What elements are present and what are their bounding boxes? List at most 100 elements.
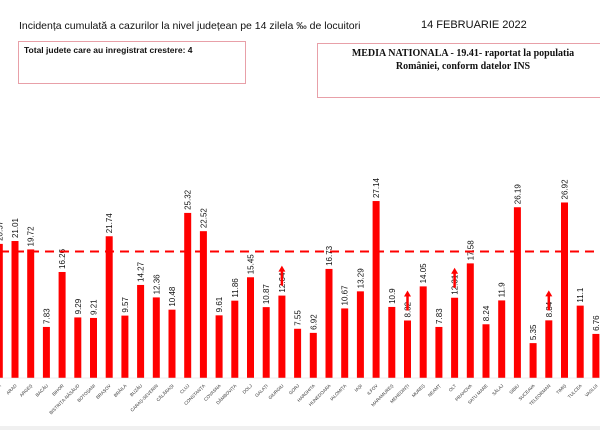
bar: [561, 202, 568, 378]
tick-label: TIMIȘ: [555, 383, 567, 395]
bar: [278, 295, 286, 378]
data-label: 5.35: [529, 324, 538, 340]
bar: [74, 317, 82, 378]
tick-label: BUZĂU: [128, 382, 143, 397]
bar: [294, 328, 302, 378]
increase-note: Total judete care au inregistrat crester…: [24, 45, 193, 55]
tick-label: TULCEA: [567, 383, 583, 399]
data-label: 10.9: [388, 288, 397, 304]
data-label: 9.57: [121, 296, 130, 312]
national-average-line2: României, conform datelor INS: [395, 61, 531, 72]
data-label: 21.74: [105, 213, 114, 234]
increase-arrow-head-icon: [404, 290, 411, 297]
bar: [309, 332, 317, 378]
data-label: 7.55: [294, 310, 303, 326]
data-label: 26.19: [513, 184, 522, 205]
bar: [137, 284, 145, 378]
data-label: 25.32: [184, 189, 193, 210]
data-label: 11.86: [231, 278, 240, 298]
increase-arrow-head-icon: [451, 267, 459, 274]
data-label: 8.24: [482, 305, 491, 321]
bar: [404, 320, 411, 378]
tick-label: DOLJ: [242, 383, 254, 395]
data-label: 21.01: [11, 217, 20, 238]
data-label: 9.21: [90, 299, 99, 315]
data-label: 19.72: [27, 226, 36, 247]
data-label: 16.26: [58, 248, 67, 269]
bar: [42, 326, 50, 378]
tick-label: GALAȚI: [254, 383, 269, 398]
data-label: 14.05: [419, 263, 428, 284]
data-label: 22.52: [199, 208, 208, 229]
bar: [513, 207, 521, 378]
tick-label: GORJ: [288, 383, 300, 395]
data-label: 10.48: [168, 286, 177, 307]
bar: [168, 309, 176, 378]
tick-label: BRAȘOV: [95, 383, 112, 400]
tick-label: NEAMȚ: [427, 383, 442, 398]
tick-label: BRĂILA: [112, 382, 128, 398]
data-label: 14.27: [137, 261, 146, 282]
data-label: 12.36: [152, 274, 161, 295]
bar: [592, 333, 600, 378]
tick-label: ILFOV: [366, 383, 379, 396]
bar: [215, 315, 223, 378]
data-label: 11.9: [498, 282, 507, 298]
bar: [529, 343, 537, 378]
bar: [545, 320, 553, 378]
data-label: 7.83: [435, 308, 444, 324]
bar: [121, 315, 129, 378]
tick-label: GIURGIU: [267, 383, 284, 400]
tick-label: CLUJ: [179, 383, 191, 395]
bar: [498, 300, 506, 378]
bar: [231, 300, 239, 378]
bar: [466, 263, 474, 378]
data-label: 10.87: [262, 284, 271, 305]
tick-label: ARAD: [5, 383, 18, 396]
data-label: 26.92: [561, 179, 570, 200]
data-label: 13.29: [356, 268, 365, 289]
bar: [372, 201, 380, 378]
tick-label: IALOMIȚA: [329, 383, 347, 401]
data-label: 11.1: [576, 287, 585, 303]
bar: [576, 305, 584, 378]
increase-note-box: Total judete care au inregistrat crester…: [18, 41, 246, 84]
tick-label: BACĂU: [34, 382, 49, 397]
tick-label: CARAȘ-SEVERIN: [129, 383, 159, 413]
data-label: 9.29: [74, 298, 83, 314]
bar: [325, 268, 333, 378]
national-average-line1: MEDIA NATIONALA - 19.41- raportat la pop…: [351, 48, 575, 59]
bar: [152, 297, 160, 378]
bar: [388, 306, 396, 378]
tick-label: IAȘI: [354, 383, 364, 393]
bar: [356, 291, 364, 378]
data-label: 27.14: [372, 177, 381, 198]
increase-arrow-head-icon: [545, 290, 553, 297]
report-date: 14 FEBRUARIE 2022: [421, 19, 527, 31]
data-label: 6.92: [309, 314, 318, 330]
bar: [482, 324, 490, 378]
national-average-box: MEDIA NATIONALA - 19.41- raportat la pop…: [317, 43, 600, 98]
bar: [419, 286, 427, 378]
increase-arrow-head-icon: [278, 265, 286, 272]
bar: [184, 212, 192, 378]
bar: [451, 297, 459, 378]
footer-strip: [0, 426, 600, 430]
tick-label: ALBA: [0, 383, 2, 395]
tick-label: ARGEȘ: [19, 383, 34, 398]
tick-label: SIBIU: [508, 383, 520, 395]
data-label: 7.83: [42, 308, 51, 324]
data-label: 16.73: [325, 245, 334, 266]
bar: [199, 231, 207, 378]
bar: [58, 271, 66, 378]
bar: [341, 308, 349, 378]
data-label: 15.45: [247, 254, 256, 275]
bar: [247, 277, 254, 378]
bar: [11, 241, 19, 378]
bar: [0, 243, 3, 378]
bar: [105, 236, 113, 378]
data-label: 6.76: [592, 315, 600, 331]
data-label: 20.57: [0, 220, 4, 241]
data-label: 10.67: [341, 285, 350, 306]
